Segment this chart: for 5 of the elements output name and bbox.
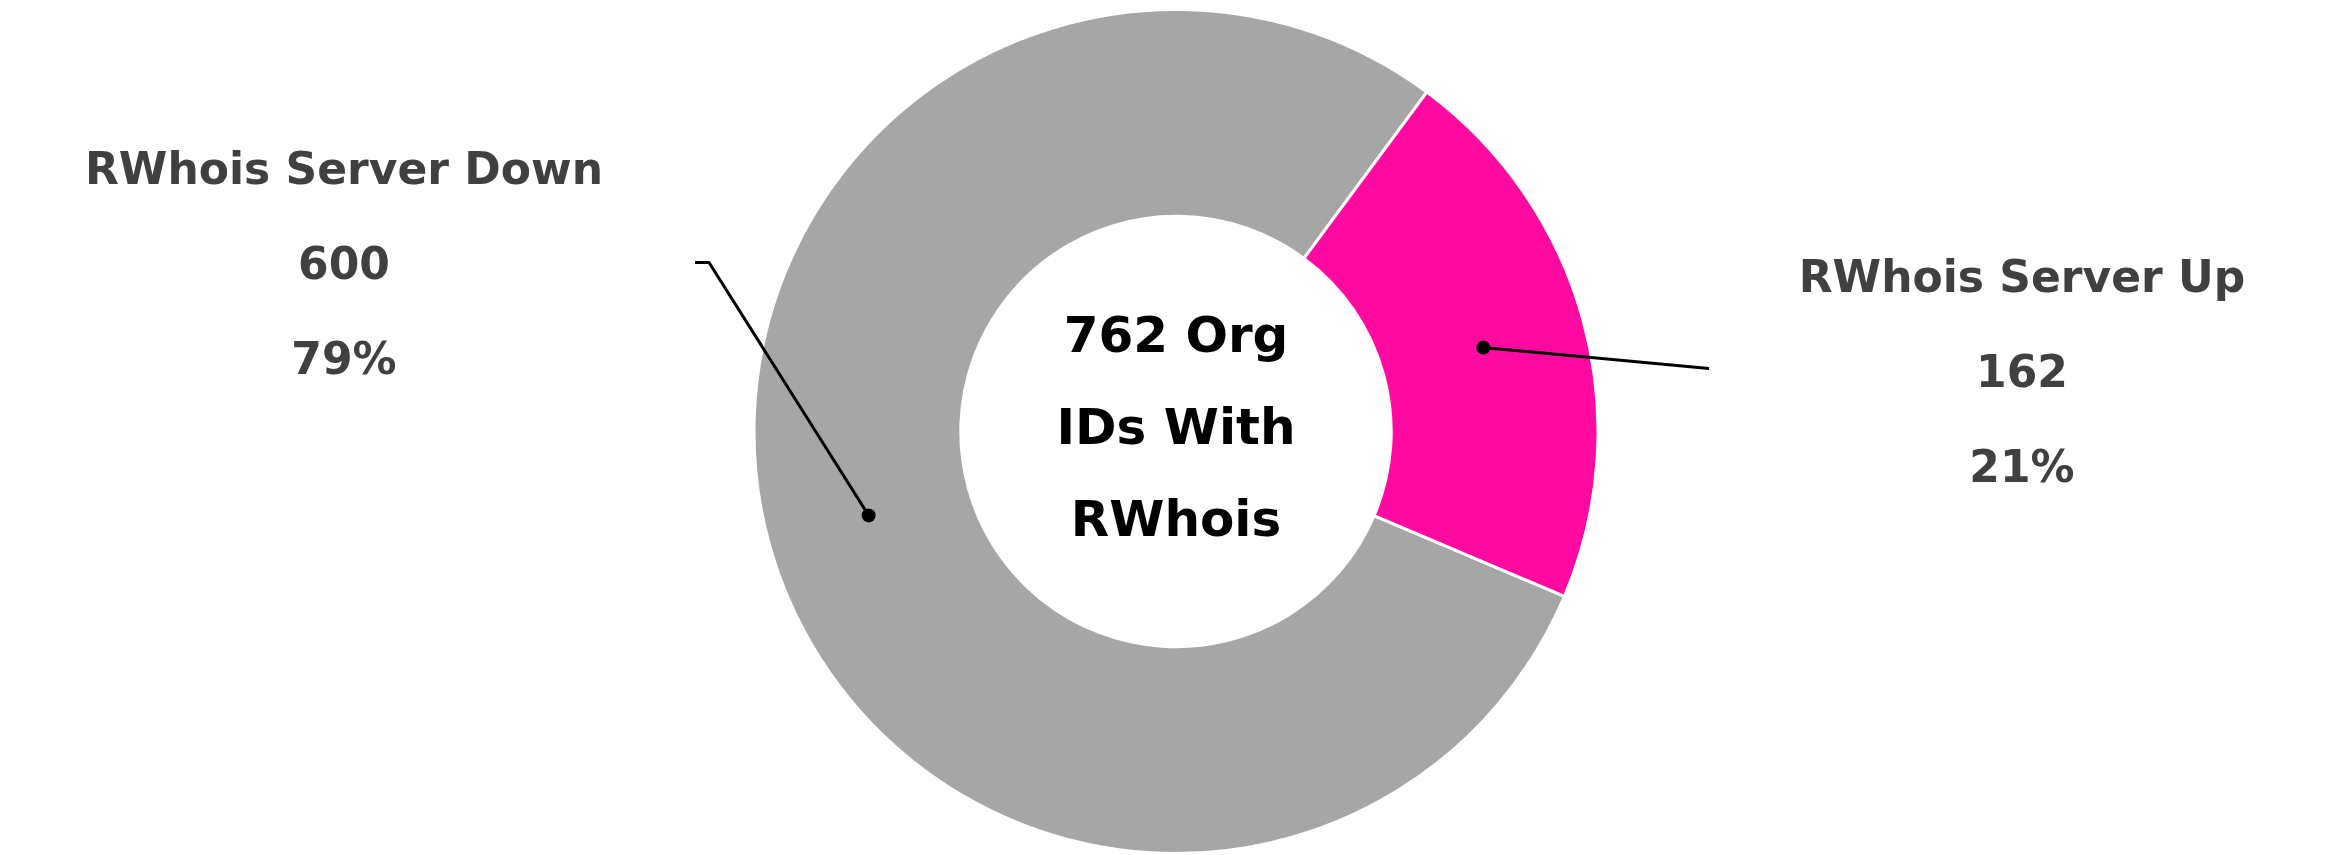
slice-label: RWhois Server Down — [84, 142, 604, 194]
data-label: 600 79% — [291, 237, 397, 384]
data-label: 162 21% — [1969, 345, 2075, 492]
slice-label: RWhois Server Up — [1798, 250, 2246, 302]
text: 762 Org IDs With RWhois — [1056, 306, 1296, 549]
